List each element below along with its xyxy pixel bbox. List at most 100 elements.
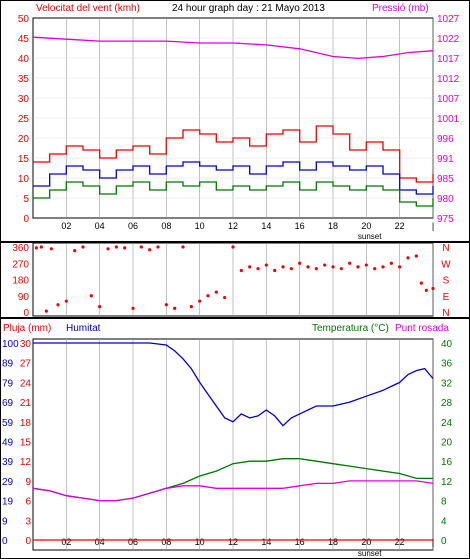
direction-point: [414, 254, 418, 258]
humidity-y-tick-label: 39: [2, 457, 14, 468]
direction-point: [398, 265, 402, 269]
wind-x-tick-label: 10: [195, 221, 205, 231]
climate-series-line-0: [33, 342, 434, 427]
climate-x-tick-label: |: [432, 537, 434, 547]
direction-point: [198, 299, 202, 303]
direction-point: [156, 245, 160, 249]
humidity-y-tick-label: 79: [2, 378, 14, 389]
direction-point: [206, 294, 210, 298]
direction-point: [98, 304, 102, 309]
direction-y-tick-label: 360: [12, 243, 29, 254]
sunset-label: sunset: [358, 232, 382, 241]
wind-y-tick-label: 5: [23, 194, 29, 205]
direction-point: [189, 304, 193, 309]
direction-point: [248, 265, 252, 269]
pressure-y-tick-label: 1001: [437, 114, 460, 125]
direction-y-tick-label: 0: [23, 308, 29, 319]
direction-point: [364, 263, 368, 267]
direction-point: [44, 309, 48, 313]
temperature-y-tick-label: 20: [441, 438, 453, 449]
wind-series-line-2: [33, 181, 434, 207]
temperature-y-tick-label: 4: [441, 516, 447, 527]
rain-y-tick-label: 18: [20, 418, 32, 429]
temperature-y-tick-label: 28: [441, 398, 453, 409]
direction-point: [381, 265, 385, 269]
rain-y-tick-label: 3: [25, 516, 31, 527]
direction-point: [389, 261, 393, 265]
temperature-y-tick-label: 0: [441, 536, 447, 547]
compass-label: N: [442, 308, 449, 319]
direction-point: [214, 290, 218, 294]
direction-point: [314, 267, 318, 271]
rain-y-tick-label: 21: [20, 398, 32, 409]
wind-y-tick-label: 35: [18, 74, 30, 85]
wind-x-tick-label: 06: [128, 221, 138, 231]
pressure-y-tick-label: 996: [437, 134, 454, 145]
pressure-title: Pressió (mb): [372, 3, 429, 14]
direction-point: [49, 247, 53, 251]
wind-y-tick-label: 50: [18, 14, 30, 25]
pressure-y-tick-label: 980: [437, 194, 454, 205]
direction-point: [114, 245, 118, 249]
wind-x-tick-label: 20: [361, 221, 371, 231]
humidity-y-tick-label: 69: [2, 398, 14, 409]
humidity-y-tick-label: 19: [2, 497, 14, 508]
rain-y-tick-label: 9: [25, 477, 31, 488]
direction-point: [148, 248, 152, 252]
direction-point: [39, 245, 43, 249]
climate-x-tick-label: 06: [128, 537, 138, 547]
direction-point: [131, 306, 135, 310]
climate-x-tick-label: 08: [161, 537, 171, 547]
direction-point: [256, 267, 260, 271]
compass-label: S: [443, 276, 450, 287]
direction-point: [306, 265, 310, 269]
direction-point: [373, 267, 377, 271]
direction-point: [89, 294, 93, 298]
temperature-y-tick-label: 8: [441, 497, 447, 508]
direction-point: [73, 249, 77, 253]
wind-series-line-0: [33, 125, 434, 183]
direction-point: [181, 245, 185, 249]
direction-point: [139, 245, 143, 249]
direction-point: [64, 299, 68, 303]
wind-x-tick-label: 12: [228, 221, 238, 231]
humidity-y-tick-label: 49: [2, 438, 14, 449]
direction-point: [173, 306, 177, 310]
direction-point: [239, 268, 243, 273]
temperature-y-tick-label: 24: [441, 418, 453, 429]
wind-x-tick-label: 22: [395, 221, 405, 231]
direction-y-tick-label: 270: [12, 259, 29, 270]
climate-x-tick-label: 16: [295, 537, 305, 547]
pressure-y-tick-label: 1017: [437, 54, 460, 65]
direction-point: [56, 303, 60, 307]
direction-point: [298, 261, 302, 265]
direction-point: [106, 247, 110, 251]
pressure-y-tick-label: 1022: [437, 34, 460, 45]
rain-y-tick-label: 30: [20, 339, 32, 350]
direction-y-tick-label: 180: [12, 276, 29, 287]
wind-x-tick-label: 16: [295, 221, 305, 231]
wind-series-line-1: [33, 161, 434, 195]
wind-y-tick-label: 30: [18, 94, 30, 105]
wind-x-tick-label: 02: [61, 221, 71, 231]
direction-point: [406, 256, 410, 260]
wind-y-tick-label: 10: [18, 174, 30, 185]
pressure-y-tick-label: 985: [437, 174, 454, 185]
direction-point: [323, 263, 327, 267]
pressure-y-tick-label: 1027: [437, 14, 460, 25]
climate-x-tick-label: 22: [395, 537, 405, 547]
direction-point: [281, 265, 285, 269]
humidity-y-tick-label: 100: [2, 339, 19, 350]
direction-point: [231, 245, 235, 249]
wind-y-tick-label: 40: [18, 54, 30, 65]
direction-point: [34, 246, 38, 250]
humidity-y-tick-label: 0: [2, 536, 8, 547]
direction-point: [356, 265, 360, 269]
humidity-y-tick-label: 9: [2, 516, 8, 527]
climate-x-tick-label: 04: [95, 537, 105, 547]
rain-y-tick-label: 6: [25, 497, 31, 508]
direction-point: [81, 245, 85, 249]
sunset-label: sunset: [358, 549, 382, 558]
direction-point: [331, 265, 335, 269]
